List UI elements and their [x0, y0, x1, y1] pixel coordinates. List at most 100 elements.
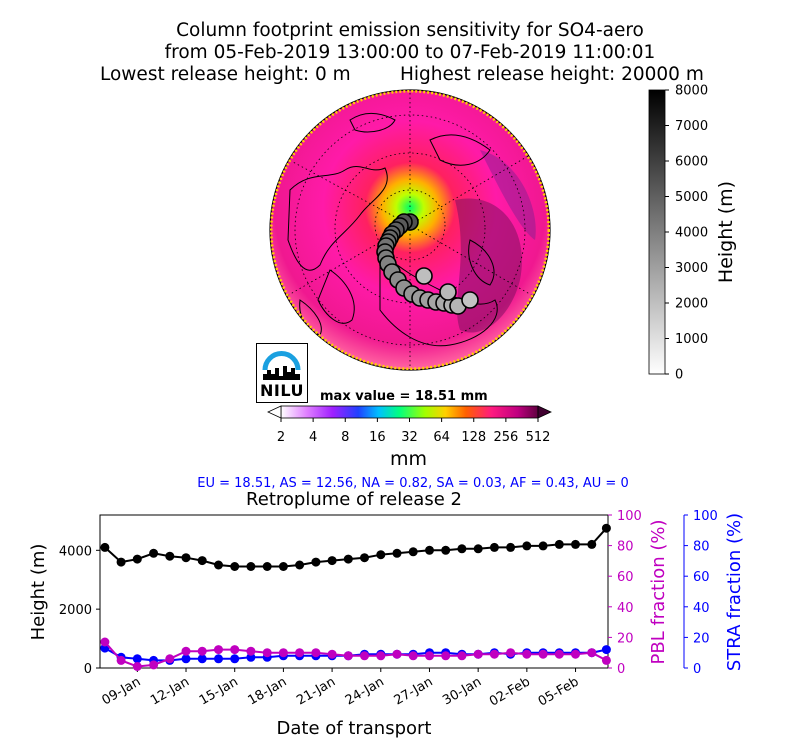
retroplume-point — [461, 291, 479, 309]
series-point — [473, 544, 483, 554]
nilu-logo: NILU — [256, 343, 308, 403]
dark-plume-region-2 — [480, 150, 536, 240]
series-point — [230, 562, 240, 571]
series-point — [441, 648, 451, 658]
series-point — [230, 654, 240, 664]
series-point — [262, 648, 272, 658]
series-point — [360, 553, 369, 563]
series-point — [197, 654, 207, 664]
series-point — [538, 541, 548, 551]
series-point — [165, 655, 175, 665]
pbl-tick-label: 40 — [617, 601, 634, 616]
series-point — [522, 541, 532, 551]
series-line — [104, 647, 607, 662]
series-point — [601, 645, 611, 655]
series-point — [376, 651, 386, 661]
colorbar-tick-label: 32 — [401, 430, 418, 445]
series-point — [327, 651, 337, 661]
series-point — [441, 651, 451, 661]
series-point — [587, 648, 597, 658]
series-point — [587, 648, 597, 658]
retroplume-point — [439, 283, 457, 301]
series-point — [327, 556, 337, 566]
coastline — [429, 134, 491, 166]
colorbar-tick-label: 128 — [461, 430, 486, 445]
coastline — [468, 239, 495, 286]
chart-title-line-1: Column footprint emission sensitivity fo… — [176, 20, 644, 41]
y-axis-label: Height (m) — [28, 544, 49, 641]
series-point — [538, 649, 548, 659]
height-colorbar-tick-label: 0 — [675, 368, 683, 383]
series-point — [457, 651, 467, 661]
colorbar-tick-label: 512 — [526, 430, 551, 445]
series-point — [554, 649, 564, 659]
series-point — [425, 648, 434, 658]
series-point — [214, 654, 223, 664]
series-point — [554, 648, 564, 658]
series-point — [132, 554, 142, 564]
series-point — [425, 651, 434, 661]
series-point — [165, 551, 175, 561]
height-colorbar-tick-label: 8000 — [675, 84, 708, 99]
stra-tick-label: 100 — [693, 509, 718, 524]
series-point — [408, 651, 418, 661]
colorbar-unit-label: mm — [390, 448, 428, 470]
series-point — [392, 649, 402, 659]
stra-axis-label: STRA fraction (%) — [724, 513, 745, 671]
series-point — [295, 651, 305, 661]
colorbar-tick-label: 256 — [493, 430, 518, 445]
y-tick-label: 4000 — [59, 544, 92, 559]
pbl-axis-label: PBL fraction (%) — [648, 520, 669, 665]
colorbar-tick-label: 2 — [277, 430, 285, 445]
series-point — [571, 648, 580, 658]
series-point — [100, 637, 110, 647]
footprint-map: 2 4 8 16 32 64 128 256 512 0 1000 2000 3000 4000 5000… — [267, 84, 737, 445]
x-tick-label: 18-Jan — [246, 674, 290, 708]
series-point — [132, 662, 142, 671]
series-point — [230, 645, 240, 655]
stra-tick-label: 20 — [693, 631, 710, 646]
series-point — [343, 651, 353, 661]
x-tick-label: 09-Jan — [99, 674, 143, 708]
region-stats-line: EU = 18.51, AS = 12.56, NA = 0.82, SA = … — [197, 476, 629, 491]
series-point — [489, 649, 499, 659]
series-point — [149, 660, 159, 670]
series-point — [571, 649, 580, 659]
series-point — [181, 646, 191, 656]
height-colorbar-tick-label: 3000 — [675, 261, 708, 276]
nilu-logo-text: NILU — [260, 381, 304, 400]
series-point — [425, 545, 434, 555]
height-colorbar-tick-label: 6000 — [675, 155, 708, 170]
series-point — [457, 649, 467, 659]
colorbar-min-extension — [267, 405, 282, 419]
series-point — [587, 539, 597, 549]
series-point — [376, 550, 386, 560]
series-point — [506, 542, 516, 552]
lowest-release-height-label: Lowest release height: 0 m — [100, 64, 351, 85]
series-point — [473, 649, 483, 659]
series-point — [295, 560, 305, 570]
series-point — [360, 651, 369, 661]
height-colorbar-tick-label: 1000 — [675, 332, 708, 347]
pbl-tick-label: 0 — [617, 662, 625, 677]
series-point — [246, 652, 256, 662]
stra-tick-label: 40 — [693, 601, 710, 616]
colorbar-tick-label: 4 — [309, 430, 317, 445]
stra-tick-label: 80 — [693, 540, 710, 555]
x-tick-label: 21-Jan — [294, 674, 338, 708]
series-point — [506, 649, 516, 659]
series-point — [181, 654, 191, 664]
height-colorbar-tick-label: 5000 — [675, 190, 708, 205]
series-point — [100, 542, 110, 552]
series-point — [489, 542, 499, 552]
series-point — [246, 562, 256, 571]
series-point — [262, 562, 272, 571]
series-point — [278, 651, 288, 661]
plot-frame — [99, 514, 609, 669]
pbl-tick-label: 60 — [617, 570, 634, 585]
x-tick-label: 12-Jan — [148, 674, 192, 708]
x-tick-label: 30-Jan — [440, 674, 484, 708]
mm-colorbar: 2 4 8 16 32 64 128 256 512 — [267, 405, 552, 445]
series-point — [262, 652, 272, 662]
series-point — [343, 651, 353, 661]
